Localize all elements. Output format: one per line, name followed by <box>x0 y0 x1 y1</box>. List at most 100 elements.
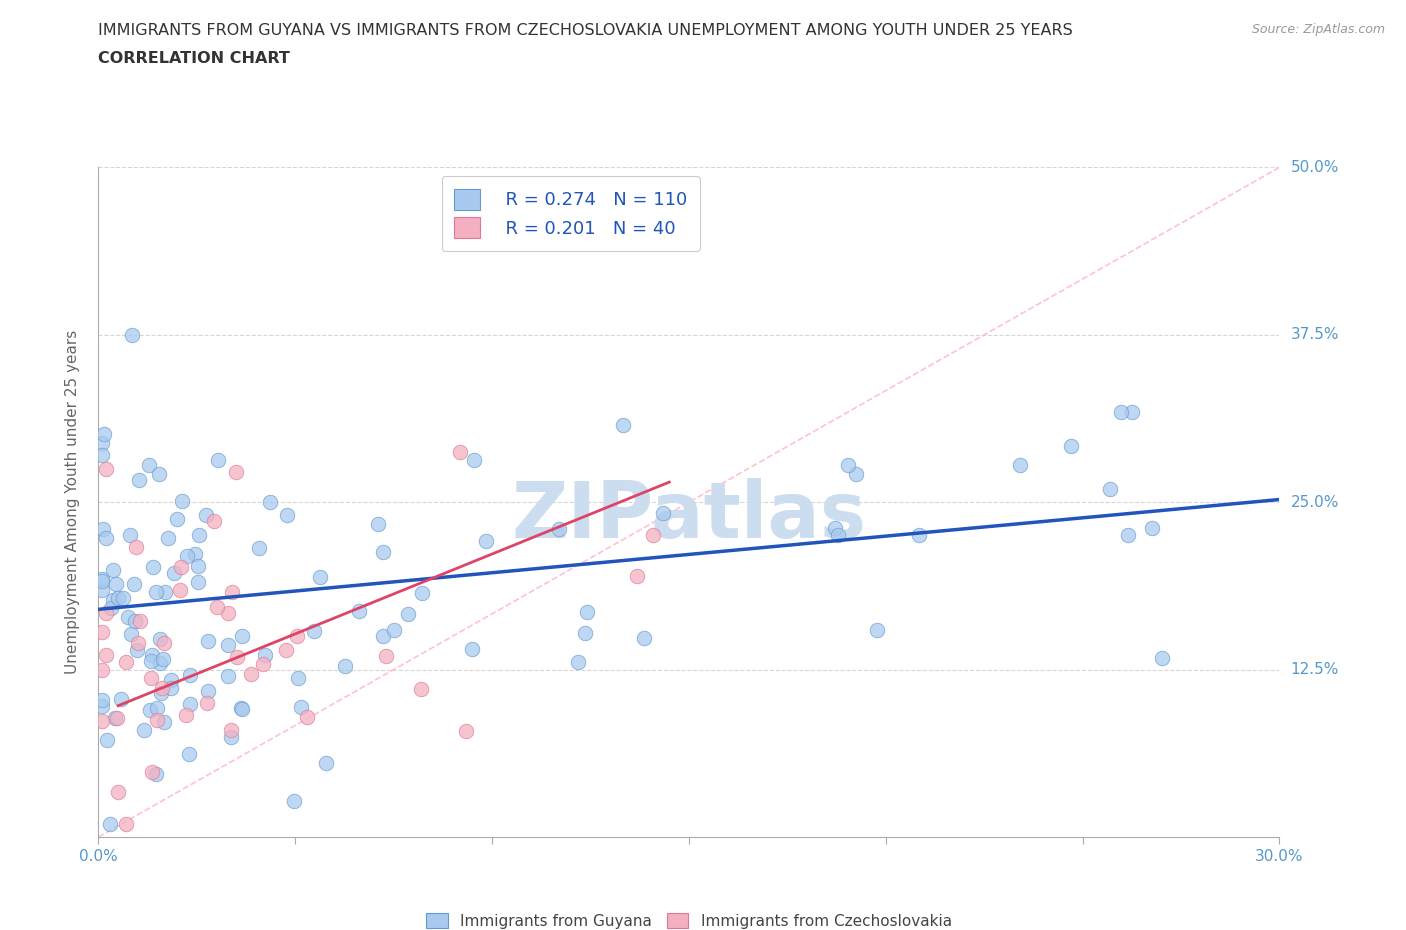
Point <box>576 604 599 619</box>
Point <box>155 585 177 600</box>
Point <box>142 560 165 575</box>
Point <box>283 793 305 808</box>
Point <box>101 563 124 578</box>
Point <box>463 452 485 467</box>
Point <box>641 528 664 543</box>
Point <box>382 623 405 638</box>
Text: 50.0%: 50.0% <box>1291 160 1339 175</box>
Point <box>91 662 114 677</box>
Point <box>367 517 389 532</box>
Point <box>91 447 114 462</box>
Point <box>94 530 117 545</box>
Point <box>141 764 163 779</box>
Point <box>908 528 931 543</box>
Point <box>202 513 225 528</box>
Point <box>184 547 207 562</box>
Point <box>127 643 149 658</box>
Point <box>117 610 139 625</box>
Point <box>121 327 143 342</box>
Point <box>139 702 162 717</box>
Point <box>146 700 169 715</box>
Point <box>195 696 218 711</box>
Point <box>371 628 394 643</box>
Point <box>122 577 145 591</box>
Point <box>114 655 136 670</box>
Point <box>411 586 433 601</box>
Point <box>612 418 634 432</box>
Point <box>96 461 118 476</box>
Point <box>128 472 150 487</box>
Point <box>120 528 142 543</box>
Point <box>1152 650 1174 665</box>
Point <box>100 601 122 616</box>
Point <box>287 671 309 685</box>
Point <box>179 696 201 711</box>
Text: Source: ZipAtlas.com: Source: ZipAtlas.com <box>1251 23 1385 36</box>
Point <box>866 622 889 637</box>
Point <box>96 733 118 748</box>
Point <box>91 698 114 713</box>
Point <box>207 453 229 468</box>
Point <box>1099 481 1122 496</box>
Point <box>139 671 162 685</box>
Point <box>824 521 846 536</box>
Point <box>309 570 332 585</box>
Point <box>152 651 174 666</box>
Text: ZIPatlas: ZIPatlas <box>512 478 866 553</box>
Point <box>188 527 211 542</box>
Point <box>104 577 127 591</box>
Text: IMMIGRANTS FROM GUYANA VS IMMIGRANTS FROM CZECHOSLOVAKIA UNEMPLOYMENT AMONG YOUT: IMMIGRANTS FROM GUYANA VS IMMIGRANTS FRO… <box>98 23 1073 38</box>
Point <box>247 540 270 555</box>
Point <box>129 614 152 629</box>
Point <box>239 666 262 681</box>
Point <box>91 713 114 728</box>
Point <box>226 650 249 665</box>
Point <box>574 626 596 641</box>
Point <box>156 531 179 546</box>
Point <box>460 642 482 657</box>
Point <box>231 628 253 643</box>
Y-axis label: Unemployment Among Youth under 25 years: Unemployment Among Youth under 25 years <box>65 330 80 674</box>
Point <box>1121 405 1143 419</box>
Point <box>115 817 138 831</box>
Point <box>195 508 218 523</box>
Text: CORRELATION CHART: CORRELATION CHART <box>98 51 290 66</box>
Point <box>110 692 132 707</box>
Point <box>374 649 396 664</box>
Point <box>295 710 318 724</box>
Point <box>138 458 160 472</box>
Point <box>141 654 163 669</box>
Point <box>1142 520 1164 535</box>
Point <box>290 699 312 714</box>
Point <box>456 724 478 738</box>
Point <box>217 637 239 652</box>
Point <box>315 755 337 770</box>
Point <box>166 512 188 526</box>
Point <box>1060 439 1083 454</box>
Text: 37.5%: 37.5% <box>1291 327 1339 342</box>
Point <box>837 458 859 472</box>
Point <box>217 606 239 621</box>
Point <box>187 575 209 590</box>
Text: 12.5%: 12.5% <box>1291 662 1339 677</box>
Point <box>827 527 849 542</box>
Legend: Immigrants from Guyana, Immigrants from Czechoslovakia: Immigrants from Guyana, Immigrants from … <box>419 905 959 930</box>
Point <box>176 549 198 564</box>
Point <box>197 684 219 698</box>
Point <box>411 681 433 696</box>
Point <box>111 590 134 604</box>
Point <box>231 701 253 716</box>
Point <box>98 817 121 831</box>
Point <box>225 464 247 479</box>
Point <box>274 643 297 658</box>
Point <box>169 560 191 575</box>
Point <box>1116 527 1139 542</box>
Point <box>91 522 114 537</box>
Point <box>179 668 201 683</box>
Point <box>93 426 115 441</box>
Point <box>170 494 193 509</box>
Point <box>252 657 274 671</box>
Point <box>91 571 114 586</box>
Point <box>153 635 176 650</box>
Point <box>626 568 648 583</box>
